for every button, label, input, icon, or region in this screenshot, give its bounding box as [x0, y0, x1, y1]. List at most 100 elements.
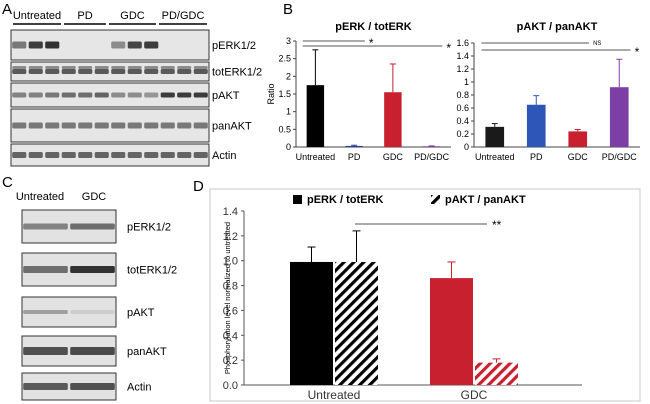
y-tick-label: 0.2	[456, 129, 469, 139]
blot-a-toterk1-2-upper-band	[94, 66, 109, 69]
blot-a-toterk1-2-upper-band	[160, 66, 175, 69]
blot-a-panakt-band	[177, 122, 192, 129]
blot-a-actin-band	[61, 152, 76, 158]
blot-a-actin-band	[78, 152, 93, 158]
y-tick-label: 1	[286, 107, 291, 117]
blot-a-perk1-2-band	[45, 41, 60, 49]
chart-normalized-phosphorylation: 0.0 0.2 0.4 0.6 0.8 1.0 1.2 1.4 Phosphorylation …	[209, 188, 641, 402]
plot-frame	[209, 188, 641, 402]
significance-label: **	[492, 218, 502, 232]
blot-c-actin-band	[70, 383, 115, 390]
bar-pd-gdc	[609, 87, 629, 147]
y-tick-label: 1.4	[223, 206, 238, 218]
blot-c-panakt-band	[70, 347, 115, 355]
blot-a-toterk1-2-upper-band	[127, 66, 142, 69]
blot-a-toterk1-2-band	[111, 69, 126, 74]
blot-c-pakt-label: pAKT	[127, 307, 155, 319]
blot-a-perk1-2-band	[12, 41, 27, 49]
blot-a-toterk1-2-upper-band	[111, 66, 126, 69]
significance-label: *	[635, 45, 640, 59]
y-tick-label: 0.4	[456, 116, 469, 126]
y-tick-label: 0.2	[223, 355, 238, 367]
lane-label-gdc: GDC	[82, 191, 107, 203]
y-tick-label: 1.2	[456, 64, 469, 74]
panel-a: A Untreated PD GDC PD/GDC pERK1/2 totERK1/2 p…	[2, 1, 262, 167]
blot-a-panakt-label: panAKT	[212, 121, 252, 133]
blot-a-toterk1-2-band	[127, 69, 142, 74]
blot-a-pakt-band	[177, 92, 192, 98]
x-tick-label-untreated: Untreated	[308, 388, 361, 402]
x-tick-label-pd: PD	[530, 152, 543, 162]
x-tick-label-gdc: GDC	[568, 152, 589, 162]
x-tick-label-pd-gdc: PD/GDC	[602, 152, 638, 162]
y-tick-label: 0.8	[223, 281, 238, 293]
chart-perk-toterk: pERK / totERK 0 0.5 1 1.5 2 2.5 3 Ratio Untreated…	[266, 21, 451, 162]
blot-a-actin	[10, 143, 210, 167]
blot-c-perk1-2-band	[23, 223, 68, 230]
bar-untreated	[306, 85, 325, 147]
bar-pd	[526, 104, 546, 147]
lane-label-untreated: Untreated	[16, 191, 64, 203]
y-tick-label: 0	[286, 142, 291, 152]
bar-gdc-perk-toterk	[430, 278, 473, 385]
blot-a-perk1-2-band	[28, 41, 43, 49]
blot-a-toterk1-2-band	[160, 69, 175, 74]
group-label-pd-gdc: PD/GDC	[162, 10, 205, 22]
blot-c-pakt-band	[70, 310, 115, 314]
x-tick-label-gdc: GDC	[461, 388, 488, 402]
panel-letter-d: D	[193, 178, 204, 195]
blot-a-toterk1-2-label: totERK1/2	[212, 67, 262, 79]
blot-a-pakt-band	[127, 92, 142, 98]
blot-a-perk1-2-band	[144, 41, 159, 49]
y-tick-label: 1.4	[456, 51, 469, 61]
blot-a-toterk1-2-upper-band	[78, 66, 93, 69]
blot-a-actin-band	[160, 152, 175, 158]
blot-a-panakt-band	[28, 122, 43, 129]
blot-a-actin-band	[193, 152, 208, 158]
blot-a-toterk1-2-upper-band	[12, 66, 27, 69]
chart-pakt-panakt: pAKT / panAKT 0 0.2 0.4 0.6 0.8 1 1.2 1.4 1.6 Untr…	[456, 21, 640, 162]
blot-a-pakt-band	[111, 92, 126, 98]
x-tick-label-pd-gdc: PD/GDC	[414, 152, 450, 162]
blot-a-perk1-2	[10, 29, 210, 61]
blot-c-actin-band	[23, 383, 68, 390]
y-tick-label: 2.5	[278, 54, 291, 64]
blot-a-toterk1-2-band	[144, 69, 159, 74]
blot-a-toterk1-2-upper-band	[61, 66, 76, 69]
bar-gdc	[384, 92, 402, 147]
blot-a-pakt-band	[193, 92, 208, 98]
bar-pd-gdc	[422, 146, 441, 148]
blot-c-actin-label: Actin	[127, 382, 151, 394]
blot-a-panakt-band	[45, 122, 60, 129]
y-tick-label: 1.0	[223, 256, 238, 268]
blot-a-pakt-band	[28, 92, 43, 98]
blot-a-panakt-band	[160, 122, 175, 129]
blot-a-toterk1-2-band	[61, 69, 76, 74]
blot-a-actin-band	[94, 152, 109, 158]
blot-a-toterk1-2-band	[12, 69, 27, 74]
blot-a-toterk1-2-upper-band	[193, 66, 208, 69]
x-tick-label-gdc: GDC	[383, 152, 404, 162]
blot-c-pakt-band	[23, 310, 68, 314]
y-tick-label: 0	[464, 142, 469, 152]
bar-untreated-pakt-panakt	[335, 261, 378, 385]
bar-gdc	[568, 131, 588, 147]
x-tick-label-pd: PD	[348, 152, 361, 162]
legend-swatch-perk-toterk	[293, 195, 302, 204]
blot-a-pakt-band	[45, 92, 60, 98]
blot-a-panakt-band	[94, 122, 109, 129]
bar-gdc-pakt-panakt	[475, 362, 518, 385]
blot-a-toterk1-2-band	[193, 69, 208, 74]
blot-a-pakt-band	[12, 92, 27, 98]
blot-a-actin-band	[45, 152, 60, 158]
panel-c: C Untreated GDC pERK1/2 totERK1/2 pAKT panAKT…	[2, 174, 177, 401]
blot-a-pakt-label: pAKT	[212, 90, 240, 102]
significance-label: *	[446, 41, 451, 55]
blot-a-toterk1-2-band	[45, 69, 60, 74]
y-tick-label: 3	[286, 36, 291, 46]
panel-letter-b: B	[283, 1, 293, 18]
blot-a-panakt-band	[12, 122, 27, 129]
blot-a-toterk1-2	[10, 61, 210, 82]
blot-a-actin-band	[28, 152, 43, 158]
